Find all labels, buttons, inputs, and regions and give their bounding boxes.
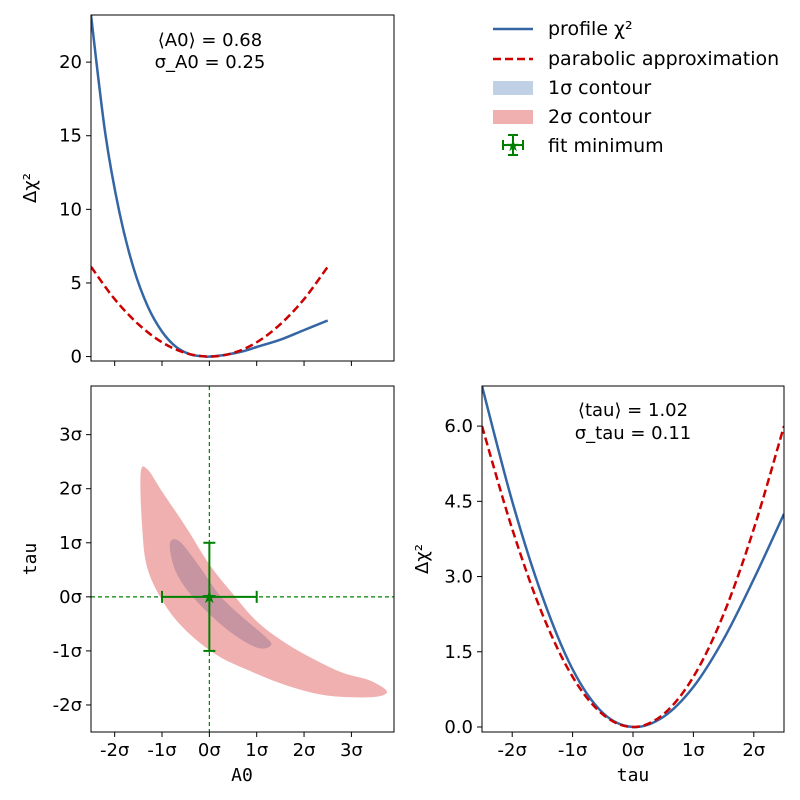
contour-x-ticks: -2σ -1σ 0σ 1σ 2σ 3σ bbox=[100, 732, 363, 761]
a0-profile-y-tick-label-2: 10 bbox=[59, 199, 82, 220]
a0-profile-y-tick-label-4: 20 bbox=[59, 52, 82, 73]
tau-profile-curves bbox=[482, 386, 784, 729]
a0-profile-curves bbox=[91, 15, 329, 358]
tau-profile-xlabel: tau bbox=[617, 765, 650, 786]
fit-star: ★ bbox=[201, 587, 217, 608]
tau-profile-ylabel: Δχ² bbox=[412, 544, 433, 574]
tau-profile-y-tick-label-2: 3.0 bbox=[444, 567, 473, 588]
legend-profile-label: profile χ² bbox=[548, 18, 633, 40]
contour-x-tick-label-3: 1σ bbox=[245, 740, 268, 761]
tau-mean-label: ⟨tau⟩ = 1.02 bbox=[578, 400, 688, 421]
contour-y-tick-label-0: -2σ bbox=[53, 695, 82, 716]
contour-x-tick-label-4: 2σ bbox=[293, 740, 316, 761]
tau-parabola-line bbox=[482, 425, 784, 729]
svg-text:★: ★ bbox=[506, 136, 520, 155]
tau-profile-y-tick-label-4: 6.0 bbox=[444, 416, 473, 437]
a0-profile-y-tick-label-0: 0 bbox=[71, 347, 82, 368]
contour-y-tick-label-5: 3σ bbox=[59, 425, 82, 446]
contour-y-tick-label-4: 2σ bbox=[59, 479, 82, 500]
fit-minimum-marker: ★ bbox=[91, 386, 394, 732]
a0-profile-x-ticks bbox=[114, 361, 352, 366]
tau-profile-x-tick-label-0: -2σ bbox=[498, 740, 527, 761]
a0-profile-y-ticks: 0 5 10 15 20 bbox=[59, 52, 91, 368]
contour-1sigma bbox=[169, 539, 272, 649]
panel-contour: ★ -2σ -1σ 0σ 1σ 2σ 3σ -2σ -1σ 0σ 1σ 2σ 3σ A0 tau bbox=[20, 385, 395, 786]
tau-profile-y-tick-label-0: 0.0 bbox=[444, 717, 473, 738]
legend-fit-label: fit minimum bbox=[548, 135, 664, 157]
legend-fit-swatch: ★ bbox=[502, 134, 524, 156]
panel-tau-profile: 0.0 1.5 3.0 4.5 6.0 -2σ -1σ 0σ 1σ 2σ ⟨tau⟩ = 1.0… bbox=[412, 385, 785, 786]
tau-profile-x-tick-label-4: 2σ bbox=[742, 740, 765, 761]
legend-contour2-swatch bbox=[493, 110, 533, 124]
tau-profile-x-tick-label-2: 0σ bbox=[622, 740, 645, 761]
legend: profile χ² parabolic approximation 1σ co… bbox=[493, 18, 779, 157]
contour-y-tick-label-3: 1σ bbox=[59, 533, 82, 554]
legend-parabola-label: parabolic approximation bbox=[548, 48, 779, 70]
a0-profile-frame bbox=[90, 14, 395, 362]
tau-profile-x-tick-label-1: -1σ bbox=[558, 740, 587, 761]
legend-contour1-label: 1σ contour bbox=[548, 77, 651, 99]
contour-x-tick-label-5: 3σ bbox=[340, 740, 363, 761]
a0-profile-y-tick-label-1: 5 bbox=[71, 273, 82, 294]
contour-regions bbox=[140, 466, 387, 698]
a0-parabola-line bbox=[91, 266, 329, 358]
tau-profile-y-tick-label-3: 4.5 bbox=[444, 491, 473, 512]
a0-profile-ylabel: Δχ² bbox=[20, 173, 41, 203]
a0-mean-label: ⟨A0⟩ = 0.68 bbox=[158, 30, 262, 51]
contour-y-tick-label-2: 0σ bbox=[59, 587, 82, 608]
tau-profile-y-ticks: 0.0 1.5 3.0 4.5 6.0 bbox=[444, 416, 482, 738]
legend-contour1-swatch bbox=[493, 81, 533, 95]
contour-x-tick-label-0: -2σ bbox=[100, 740, 129, 761]
tau-profile-y-tick-label-1: 1.5 bbox=[444, 642, 473, 663]
legend-contour2-label: 2σ contour bbox=[548, 106, 651, 128]
tau-profile-x-ticks: -2σ -1σ 0σ 1σ 2σ bbox=[498, 732, 765, 761]
tau-profile-x-tick-label-3: 1σ bbox=[682, 740, 705, 761]
a0-sigma-label: σ_A0 = 0.25 bbox=[155, 52, 266, 73]
contour-x-tick-label-1: -1σ bbox=[147, 740, 176, 761]
contour-xlabel: A0 bbox=[231, 765, 253, 786]
contour-x-tick-label-2: 0σ bbox=[198, 740, 221, 761]
a0-profile-y-tick-label-3: 15 bbox=[59, 126, 82, 147]
contour-y-tick-label-1: -1σ bbox=[53, 641, 82, 662]
tau-sigma-label: σ_tau = 0.11 bbox=[575, 423, 692, 444]
contour-frame bbox=[90, 385, 395, 733]
contour-ylabel: tau bbox=[20, 543, 41, 576]
panel-a0-profile: 0 5 10 15 20 ⟨A0⟩ = 0.68 σ_A0 = 0.25 Δχ² bbox=[20, 14, 395, 368]
contour-y-ticks: -2σ -1σ 0σ 1σ 2σ 3σ bbox=[53, 425, 91, 716]
contour-2sigma bbox=[140, 466, 387, 698]
